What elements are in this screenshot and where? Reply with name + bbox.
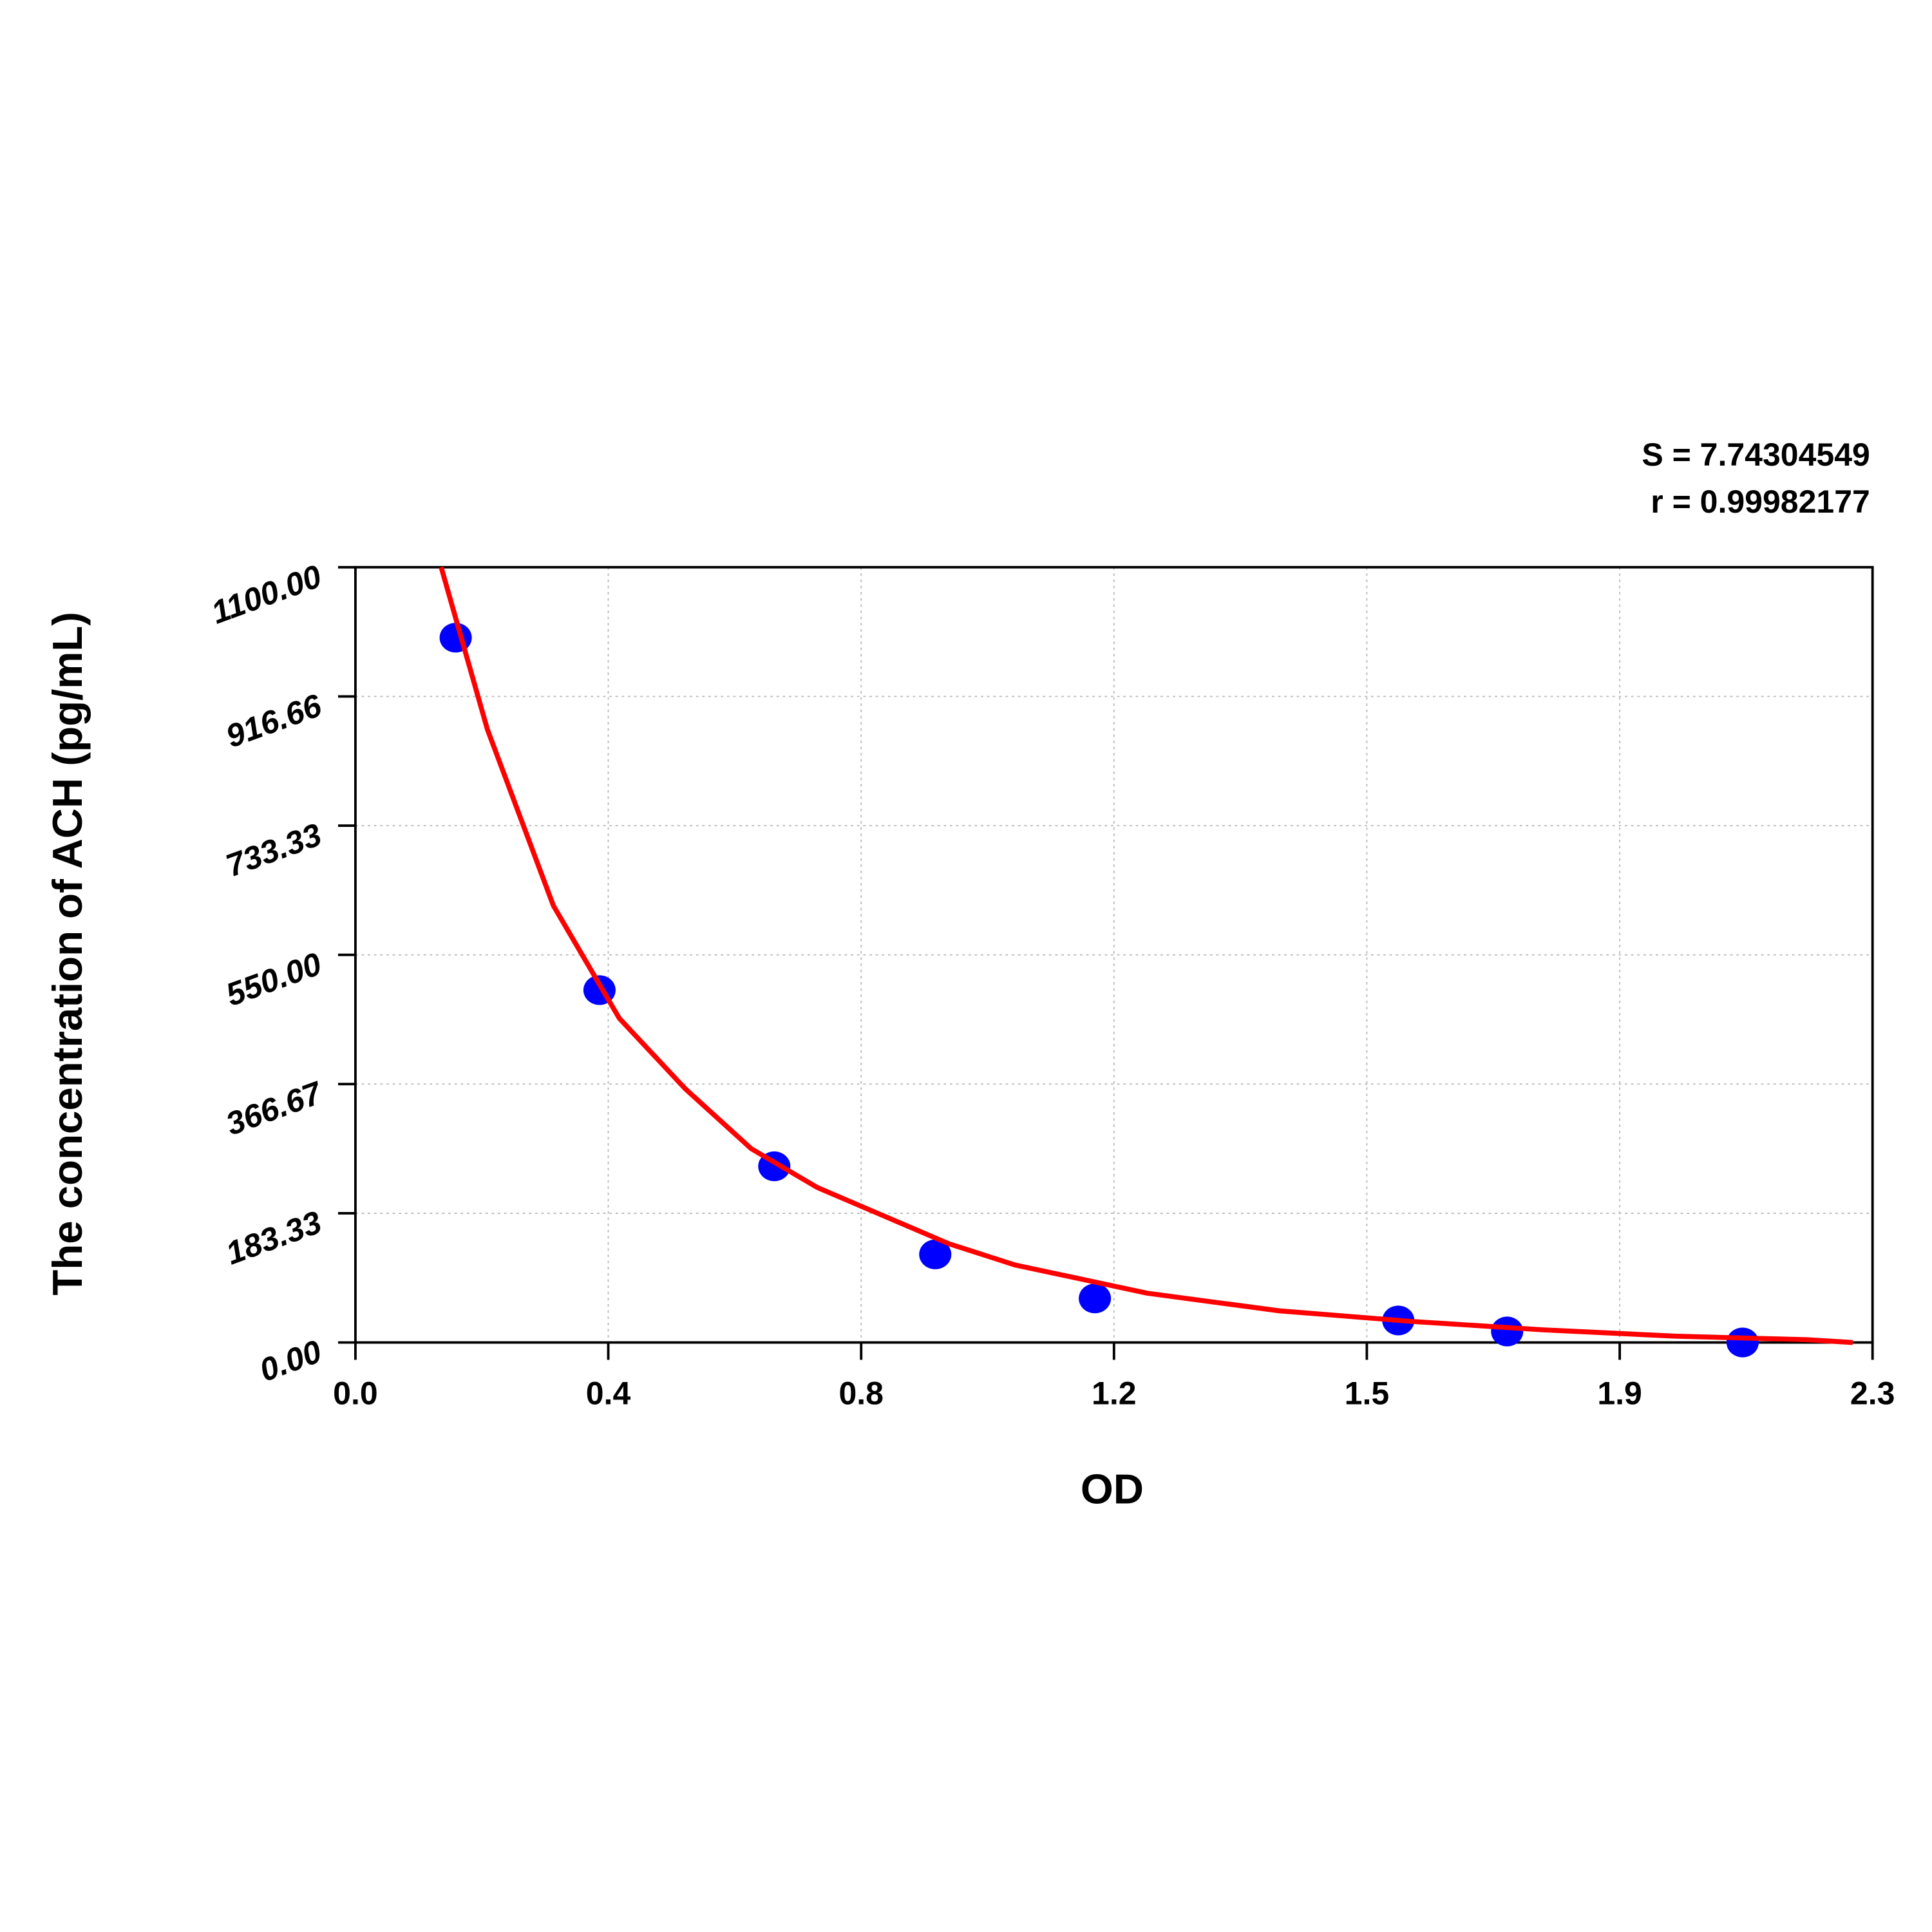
x-tick-label: 1.5 (1345, 1376, 1390, 1412)
plot-frame (354, 565, 1874, 1344)
fit-curve (439, 566, 1853, 1345)
y-axis-title: The concentration of ACH (pg/mL) (44, 612, 91, 1296)
x-tick-label: 0.0 (333, 1376, 378, 1412)
x-tick-label: 1.9 (1597, 1376, 1642, 1412)
annotation: S = 7.74304549 (1642, 437, 1870, 473)
annotation: r = 0.99982177 (1651, 484, 1870, 520)
x-tick-label: 0.4 (586, 1376, 631, 1412)
x-axis-title: OD (1081, 1466, 1144, 1513)
x-tick-label: 2.3 (1850, 1376, 1895, 1412)
x-tick-label: 0.8 (838, 1376, 884, 1412)
data-point (1491, 1316, 1524, 1347)
data-point (1079, 1283, 1112, 1314)
x-tick-label: 1.2 (1092, 1376, 1137, 1412)
data-point (1726, 1327, 1759, 1358)
data-point (439, 623, 472, 653)
data-point (919, 1239, 952, 1269)
